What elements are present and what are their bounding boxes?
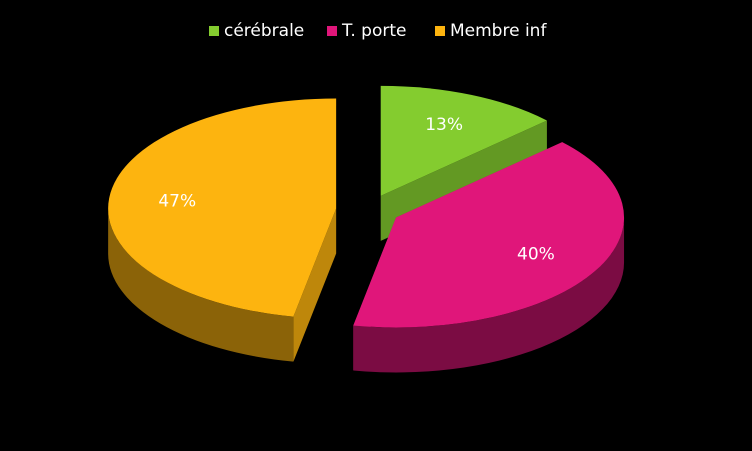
slice [353,142,625,328]
legend-swatch [209,26,219,36]
data-label: 13% [425,115,463,135]
legend-label: Membre inf [450,21,547,41]
slice [108,98,337,317]
slice-side [293,208,337,362]
data-label: 47% [158,191,196,211]
slice-wall [353,217,625,373]
data-label: 40% [517,245,555,265]
legend-label: T. porte [341,21,406,41]
slice [380,85,547,196]
legend-label: cérébrale [224,21,304,41]
legend-swatch [435,26,445,36]
legend-swatch [327,26,337,36]
slice-wall [108,208,294,362]
